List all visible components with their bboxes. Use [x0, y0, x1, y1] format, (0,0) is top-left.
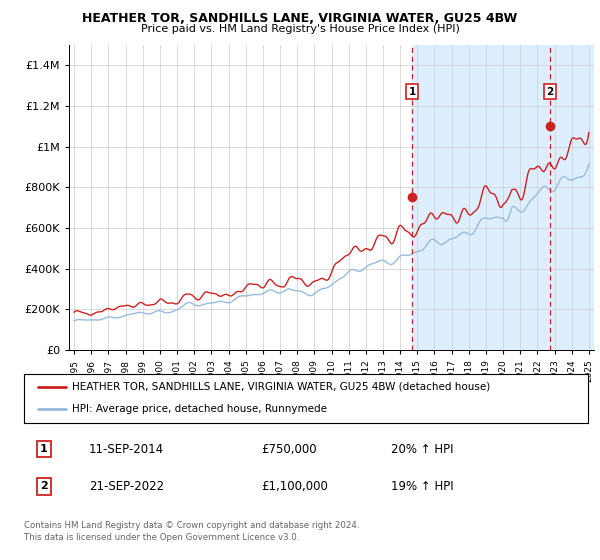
Text: 2: 2: [40, 482, 47, 492]
Text: HEATHER TOR, SANDHILLS LANE, VIRGINIA WATER, GU25 4BW (detached house): HEATHER TOR, SANDHILLS LANE, VIRGINIA WA…: [72, 382, 490, 392]
Text: 11-SEP-2014: 11-SEP-2014: [89, 442, 164, 456]
Text: 1: 1: [40, 444, 47, 454]
Text: Contains HM Land Registry data © Crown copyright and database right 2024.: Contains HM Land Registry data © Crown c…: [24, 521, 359, 530]
Text: 21-SEP-2022: 21-SEP-2022: [89, 480, 164, 493]
Text: 1: 1: [409, 87, 416, 96]
Text: £750,000: £750,000: [261, 442, 317, 456]
Text: 20% ↑ HPI: 20% ↑ HPI: [391, 442, 453, 456]
Text: HPI: Average price, detached house, Runnymede: HPI: Average price, detached house, Runn…: [72, 404, 327, 414]
Text: Price paid vs. HM Land Registry's House Price Index (HPI): Price paid vs. HM Land Registry's House …: [140, 24, 460, 34]
Text: 19% ↑ HPI: 19% ↑ HPI: [391, 480, 453, 493]
Text: 2: 2: [546, 87, 553, 96]
Text: This data is licensed under the Open Government Licence v3.0.: This data is licensed under the Open Gov…: [24, 533, 299, 542]
Text: £1,100,000: £1,100,000: [261, 480, 328, 493]
Text: HEATHER TOR, SANDHILLS LANE, VIRGINIA WATER, GU25 4BW: HEATHER TOR, SANDHILLS LANE, VIRGINIA WA…: [82, 12, 518, 25]
Bar: [412, 45, 600, 350]
